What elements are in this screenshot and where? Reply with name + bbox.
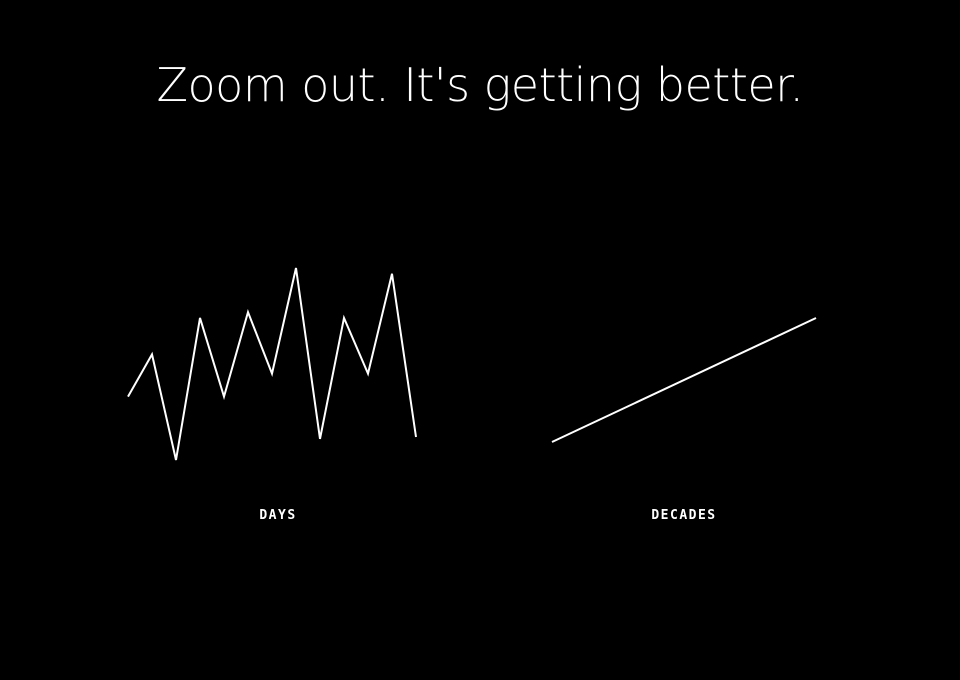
- headline: Zoom out. It's getting better.: [156, 58, 804, 112]
- days-chart-svg: [127, 267, 417, 461]
- days-label: DAYS: [259, 508, 297, 523]
- decades-chart: DECADES: [534, 250, 834, 540]
- series-line-0: [551, 317, 817, 443]
- decades-label: DECADES: [651, 508, 717, 523]
- days-chart: DAYS: [127, 250, 428, 540]
- series-line-0: [127, 267, 417, 461]
- decades-chart-svg: [551, 317, 817, 443]
